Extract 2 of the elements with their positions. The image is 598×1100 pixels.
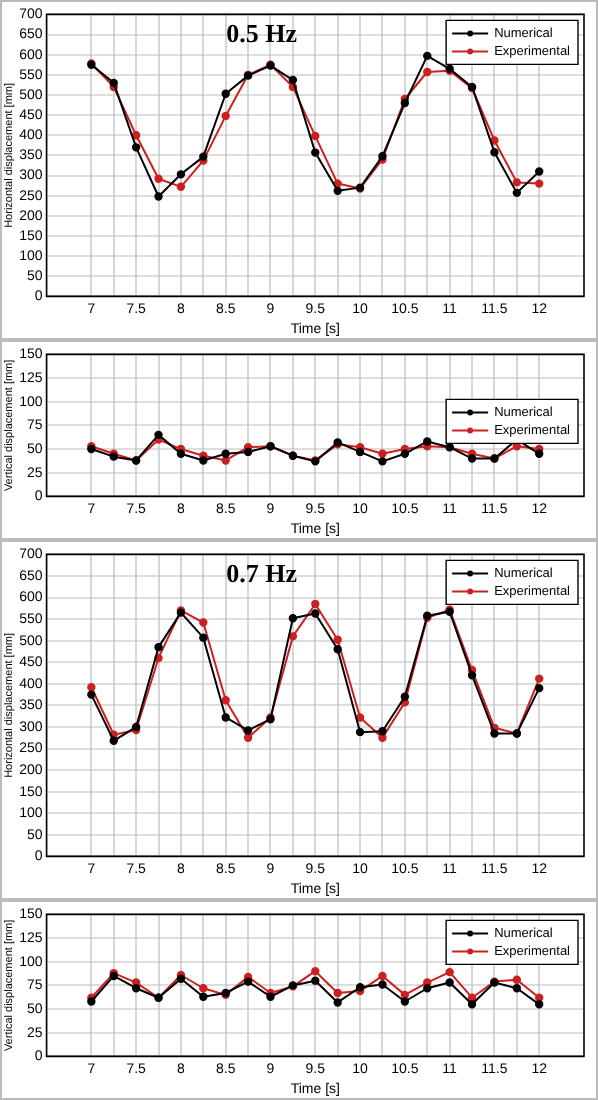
chart-title: 0.5 Hz bbox=[226, 18, 298, 49]
chart-title: 0.7 Hz bbox=[226, 558, 298, 589]
